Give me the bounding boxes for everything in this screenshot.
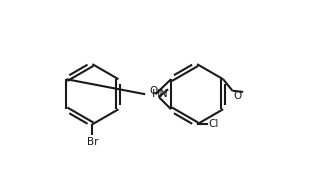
Text: Br: Br	[87, 137, 98, 146]
Text: HN: HN	[151, 89, 168, 99]
Text: Cl: Cl	[209, 119, 219, 129]
Text: O: O	[234, 91, 242, 101]
Text: O: O	[149, 86, 158, 96]
